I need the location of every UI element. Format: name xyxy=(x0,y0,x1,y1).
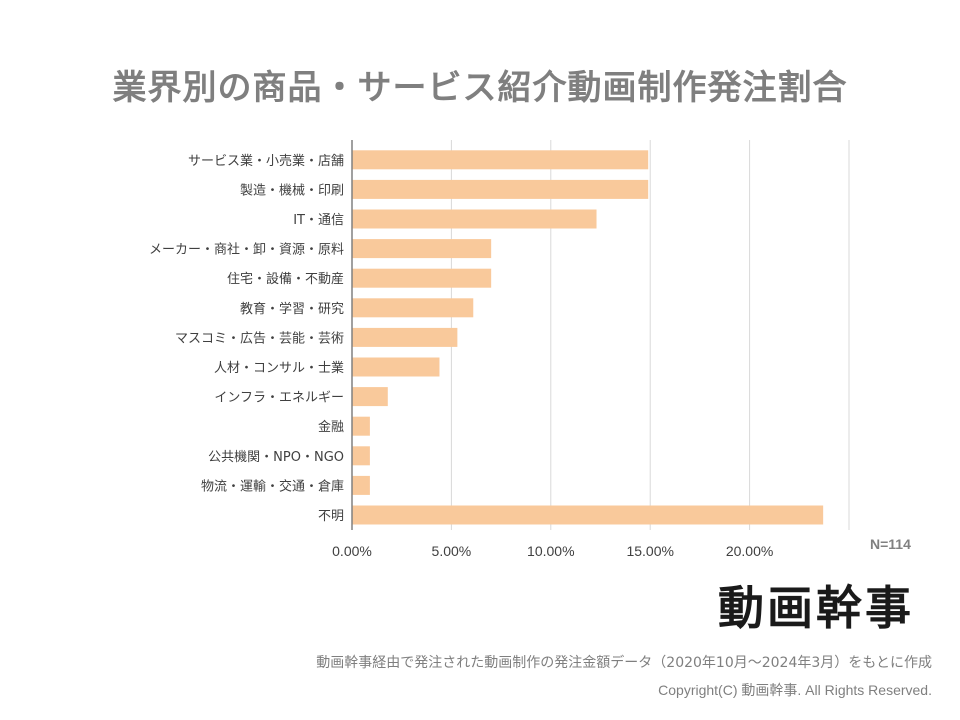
x-tick-label: 10.00% xyxy=(527,543,574,559)
category-label: サービス業・小売業・店舗 xyxy=(188,153,344,169)
category-label: 公共機関・NPO・NGO xyxy=(208,450,344,465)
category-label: 不明 xyxy=(318,509,344,524)
x-tick-label: 0.00% xyxy=(332,543,372,559)
category-label: 製造・機械・印刷 xyxy=(240,183,344,198)
x-tick-label: 20.00% xyxy=(726,543,773,559)
category-label: インフラ・エネルギー xyxy=(214,391,344,406)
brand-logo: 動画幹事 xyxy=(718,572,914,638)
chart-title: 業界別の商品・サービス紹介動画制作発注割合 xyxy=(112,68,848,108)
bar xyxy=(352,357,440,377)
bar xyxy=(352,327,458,347)
bar xyxy=(352,209,597,229)
category-label: 住宅・設備・不動産 xyxy=(227,271,344,287)
bar xyxy=(352,298,474,318)
bar xyxy=(352,416,370,436)
category-label: 教育・学習・研究 xyxy=(240,301,344,317)
bar xyxy=(352,150,649,170)
bar xyxy=(352,239,492,259)
logo-text: 動画幹事 xyxy=(718,581,914,635)
category-label: 人材・コンサル・士業 xyxy=(214,360,344,376)
sample-size-label: N=114 xyxy=(870,536,911,552)
category-label: マスコミ・広告・芸能・芸術 xyxy=(175,330,344,346)
bar xyxy=(352,179,649,199)
category-label: 物流・運輸・交通・倉庫 xyxy=(201,478,344,494)
x-tick-label: 15.00% xyxy=(626,543,673,559)
copyright-text: Copyright(C) 動画幹事. All Rights Reserved. xyxy=(658,682,932,698)
x-tick-label: 5.00% xyxy=(432,543,472,559)
bar xyxy=(352,268,492,288)
category-label: 金融 xyxy=(318,419,344,435)
bar xyxy=(352,505,824,525)
bar xyxy=(352,446,370,466)
bar xyxy=(352,475,370,495)
data-source-note: 動画幹事経由で発注された動画制作の発注金額データ（2020年10月～2024年3… xyxy=(316,655,932,671)
category-label: メーカー・商社・卸・資源・原料 xyxy=(149,242,344,258)
bar xyxy=(352,387,388,407)
category-label: IT・通信 xyxy=(293,213,344,228)
